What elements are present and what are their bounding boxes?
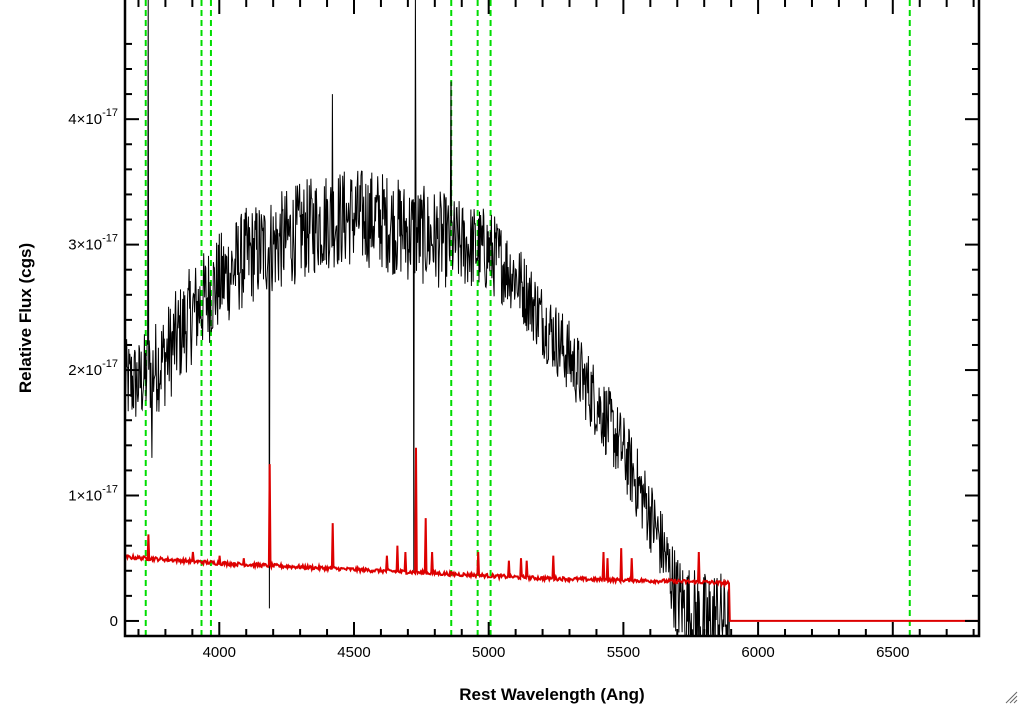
y-axis-ticks: 0 1×10-17 2×10-17 3×10-17 4×10-17 (68, 42, 979, 630)
y-tick-label: 3×10-17 (68, 233, 118, 254)
x-axis-ticks: 4000 4500 5000 5500 6000 6500 (137, 0, 975, 661)
x-tick-label: 5000 (472, 644, 505, 661)
x-tick-label: 6500 (876, 644, 909, 661)
y-tick-label: 1×10-17 (68, 484, 118, 505)
y-tick-label: 4×10-17 (68, 107, 118, 128)
x-tick-label: 5500 (607, 644, 640, 661)
x-axis-title: Rest Wavelength (Ang) (459, 685, 644, 704)
spectrum-series (125, 0, 979, 636)
y-axis-title: Relative Flux (cgs) (16, 243, 35, 393)
resize-grip-icon[interactable] (1004, 690, 1018, 704)
observed-spectrum-line (125, 0, 979, 636)
plot-frame (123, 0, 981, 638)
plot-border (123, 0, 981, 638)
y-tick-label: 2×10-17 (68, 358, 118, 379)
x-tick-label: 4000 (203, 644, 236, 661)
x-tick-label: 6000 (741, 644, 774, 661)
y-tick-label: 0 (110, 613, 118, 630)
model-spectrum-line (125, 447, 979, 622)
emission-line-markers (144, 0, 911, 636)
x-tick-label: 4500 (337, 644, 370, 661)
